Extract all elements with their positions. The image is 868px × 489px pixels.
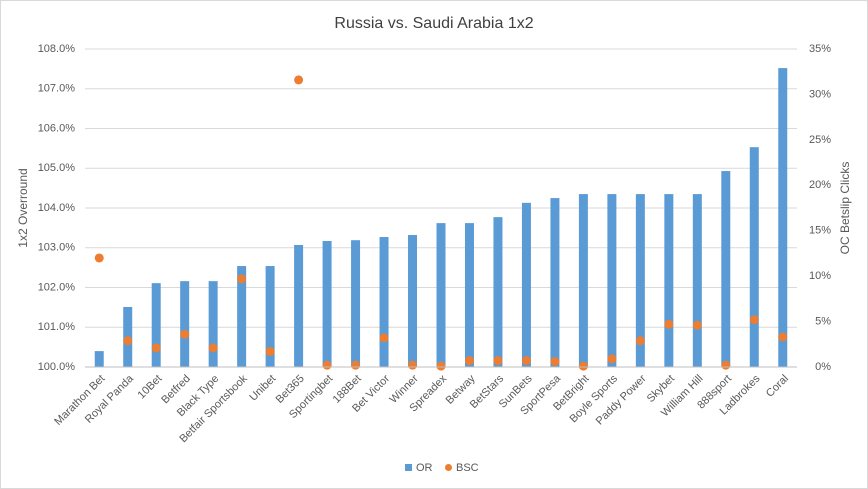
bar <box>94 351 104 367</box>
point <box>664 319 674 329</box>
bar <box>237 266 247 367</box>
point <box>493 356 503 366</box>
point <box>692 320 702 330</box>
bar <box>351 240 361 367</box>
chart-title: Russia vs. Saudi Arabia 1x2 <box>334 15 533 32</box>
legend-label: OR <box>416 462 433 474</box>
y2-tick-label: 5% <box>815 315 831 327</box>
y2-tick-label: 35% <box>809 43 831 55</box>
bar <box>322 240 332 367</box>
y2-tick-label: 30% <box>809 88 831 100</box>
bar <box>294 244 304 367</box>
bar <box>635 194 645 367</box>
y2-tick-label: 15% <box>809 225 831 237</box>
bar <box>208 281 218 367</box>
bar <box>151 283 161 367</box>
y-tick-label: 103.0% <box>38 242 76 254</box>
bar <box>408 235 418 367</box>
point <box>322 360 332 370</box>
bar <box>180 281 190 367</box>
legend-swatch <box>405 464 412 471</box>
point <box>578 361 588 371</box>
bar <box>521 202 531 367</box>
point <box>180 329 190 339</box>
y2-tick-label: 25% <box>809 134 831 146</box>
bar <box>664 194 674 367</box>
point <box>379 333 389 343</box>
legend-label: BSC <box>456 462 479 474</box>
bar <box>607 194 617 367</box>
point <box>436 361 446 371</box>
point <box>521 356 531 366</box>
bar <box>265 266 275 367</box>
y-tick-label: 108.0% <box>38 43 76 55</box>
bar <box>692 194 702 367</box>
y2-tick-label: 20% <box>809 179 831 191</box>
bar <box>550 198 560 367</box>
y2-tick-label: 10% <box>809 270 831 282</box>
y-tick-label: 102.0% <box>38 281 76 293</box>
point <box>607 354 617 364</box>
bar <box>379 237 389 367</box>
y-tick-label: 100.0% <box>38 361 76 373</box>
legend-swatch <box>445 464 452 471</box>
y-tick-label: 104.0% <box>38 202 76 214</box>
y-tick-label: 107.0% <box>38 83 76 95</box>
bar <box>464 223 474 367</box>
point <box>94 253 104 263</box>
y2-tick-label: 0% <box>815 361 831 373</box>
y-tick-label: 106.0% <box>38 122 76 134</box>
y-tick-label: 105.0% <box>38 162 76 174</box>
point <box>749 315 759 325</box>
point <box>408 360 418 370</box>
point <box>151 343 161 353</box>
point <box>550 357 560 367</box>
point <box>721 360 731 370</box>
point <box>351 360 361 370</box>
y-tick-label: 101.0% <box>38 321 76 333</box>
bar <box>778 68 788 367</box>
bar <box>721 171 731 367</box>
point <box>208 343 218 353</box>
point <box>635 336 645 346</box>
y-axis-title: 1x2 Overround <box>16 168 30 247</box>
y2-axis-title: OC Betslip Clicks <box>838 162 852 255</box>
point <box>464 356 474 366</box>
point <box>294 75 304 85</box>
bar <box>493 217 503 367</box>
bar <box>749 147 759 367</box>
point <box>778 332 788 342</box>
point <box>123 336 133 346</box>
bar <box>436 223 446 367</box>
bar <box>578 194 588 367</box>
point <box>237 274 247 284</box>
point <box>265 347 275 357</box>
